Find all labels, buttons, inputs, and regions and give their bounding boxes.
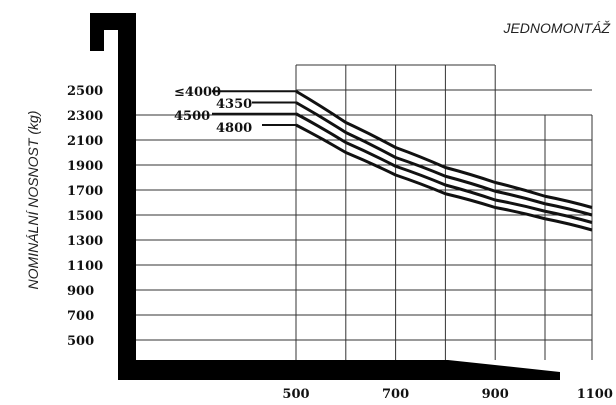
series-line [295, 123, 593, 232]
y-tick-label: 500 [67, 334, 94, 349]
series-line [295, 89, 593, 209]
grid [136, 64, 593, 360]
x-tick-label: 900 [482, 387, 509, 402]
mast-vertical [118, 22, 136, 360]
x-tick-label: 1100 [577, 387, 613, 402]
series-label: 4350 [216, 97, 252, 112]
y-tick-label: 700 [67, 309, 94, 324]
series-label: 4800 [216, 121, 252, 136]
x-tick-labels: 500 700 900 1100 [282, 387, 612, 402]
forklift-frame [90, 13, 560, 380]
series-label: ≤4000 [174, 85, 221, 100]
x-tick-label: 500 [282, 387, 309, 402]
y-tick-label: 1100 [67, 259, 103, 274]
y-tick-label: 1300 [67, 234, 103, 249]
series-label: 4500 [174, 109, 210, 124]
chart-title: JEDNOMONTÁŽ [502, 20, 610, 36]
y-axis-label: NOMINÁLNÍ NOSNOST (kg) [25, 111, 41, 290]
series-line [295, 112, 593, 224]
y-tick-label: 1500 [67, 209, 103, 224]
y-tick-label: 2300 [67, 109, 103, 124]
y-tick-label: 1700 [67, 184, 103, 199]
mast-top-hook [90, 13, 104, 51]
y-tick-label: 900 [67, 284, 94, 299]
y-tick-label: 1900 [67, 159, 103, 174]
x-tick-label: 700 [382, 387, 409, 402]
y-tick-label: 2100 [67, 134, 103, 149]
fork-floor [118, 360, 560, 380]
series-line [295, 101, 593, 217]
y-tick-labels: 2500 2300 2100 1900 1700 1500 1300 1100 900 700 50… [67, 84, 103, 349]
y-tick-label: 2500 [67, 84, 103, 99]
load-curves [295, 89, 593, 232]
